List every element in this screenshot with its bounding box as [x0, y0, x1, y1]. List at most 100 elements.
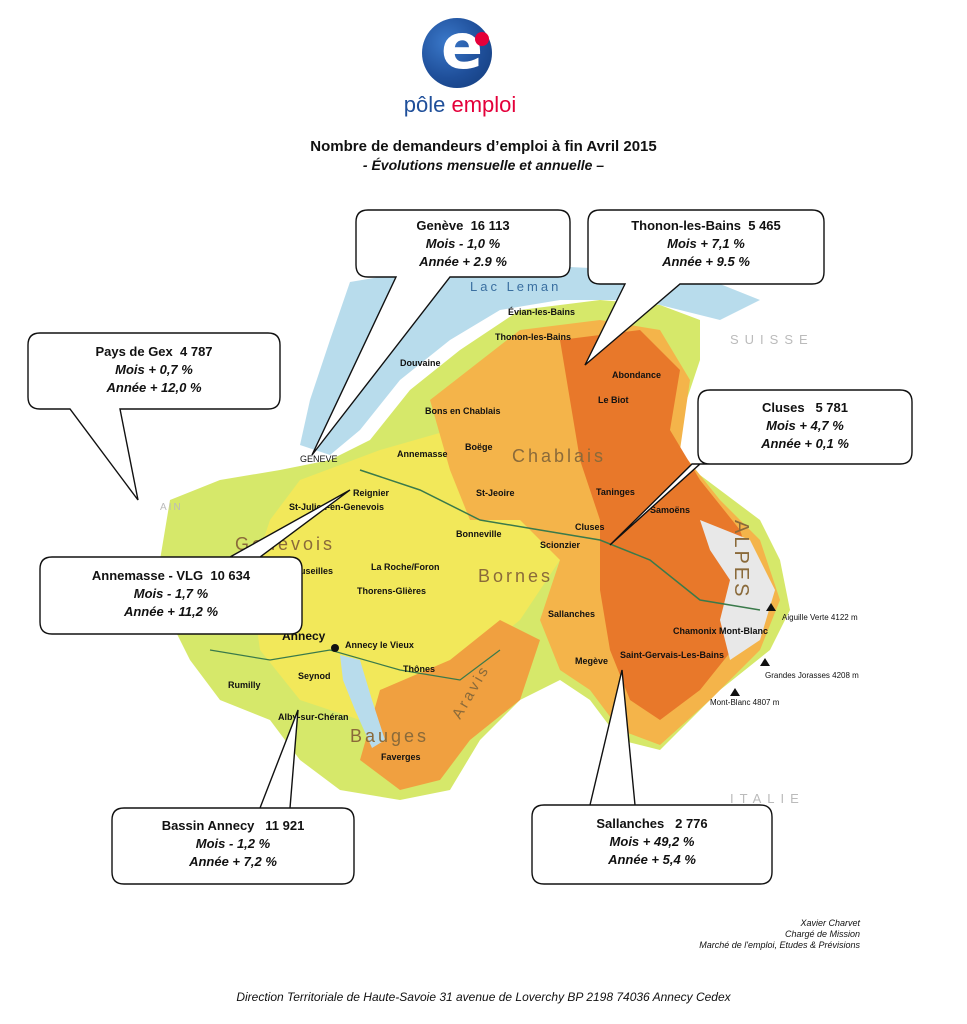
town-stgervais: Saint-Gervais-Les-Bains [620, 650, 724, 660]
callout-annemasse: Annemasse - VLG 10 634 Mois - 1,7 % Anné… [40, 567, 302, 621]
town-megeve: Megève [575, 656, 608, 666]
town-seynod: Seynod [298, 671, 331, 681]
town-taninges: Taninges [596, 487, 635, 497]
callout-gex-shape [27, 332, 281, 501]
label-suisse: SUISSE [730, 332, 814, 347]
callout-annecy-mois: Mois - 1,2 % [195, 836, 271, 851]
callout-gex-count: 4 787 [180, 344, 213, 359]
town-douvaine: Douvaine [400, 358, 441, 368]
callout-annemasse-annee: Année + 11,2 % [123, 604, 219, 619]
callout-geneve-mois: Mois - 1,0 % [425, 236, 501, 251]
town-stjulien: St-Julien-en-Genevois [289, 502, 384, 512]
callout-gex: Pays de Gex 4 787 Mois + 0,7 % Année + 1… [28, 343, 280, 397]
peak-icon [730, 688, 740, 696]
callout-annemasse-count: 10 634 [210, 568, 251, 583]
logo-e-icon: e [440, 10, 484, 83]
signature-dept: Marché de l'emploi, Etudes & Prévisions [699, 940, 860, 950]
town-bonneville: Bonneville [456, 529, 502, 539]
callout-thonon-name: Thonon-les-Bains [631, 218, 741, 233]
callout-sallanches-annee: Année + 5,4 % [608, 852, 696, 867]
logo-dot-icon [475, 32, 489, 46]
callout-geneve-count: 16 113 [470, 218, 510, 233]
lake-annecy [340, 655, 385, 748]
callout-annecy: Bassin Annecy 11 921 Mois - 1,2 % Année … [112, 817, 354, 871]
page-title: Nombre de demandeurs d’emploi à fin Avri… [310, 138, 657, 155]
callout-cluses-mois: Mois + 4,7 % [766, 418, 844, 433]
label-italie: ITALIE [730, 791, 805, 806]
callout-geneve: Genève 16 113 Mois - 1,0 % Année + 2.9 % [356, 217, 570, 271]
region-alpes: ALPES [730, 520, 752, 599]
callout-thonon-annee: Année + 9.5 % [662, 254, 750, 269]
river-fier [209, 649, 501, 681]
town-samoens: Samoëns [650, 505, 690, 515]
peak-icon [760, 658, 770, 666]
callout-thonon: Thonon-les-Bains 5 465 Mois + 7,1 % Anné… [588, 217, 824, 271]
town-biot: Le Biot [598, 395, 629, 405]
town-cruseilles: Cruseilles [290, 566, 333, 576]
callout-annemasse-name: Annemasse - VLG [91, 568, 204, 583]
town-chamonix: Chamonix Mont-Blanc [673, 626, 768, 636]
terrain-high [560, 330, 760, 720]
callout-gex-name: Pays de Gex [95, 344, 173, 359]
town-annecyvieux: Annecy le Vieux [345, 640, 414, 650]
terrain-south [360, 620, 540, 790]
peak-montblanc: Mont-Blanc 4807 m [710, 698, 780, 707]
terrain-snow [700, 520, 775, 660]
callout-sallanches-shape [531, 669, 773, 885]
callout-sallanches: Sallanches 2 776 Mois + 49,2 % Année + 5… [532, 815, 772, 869]
town-faverges: Faverges [381, 752, 421, 762]
town-sallanches: Sallanches [548, 609, 595, 619]
callout-cluses-annee: Année + 0,1 % [761, 436, 849, 451]
callout-annecy-annee: Année + 7,2 % [189, 854, 277, 869]
town-rumilly: Rumilly [228, 680, 261, 690]
signature-name: Xavier Charvet [800, 918, 860, 928]
logo-wordmark: pôle emploi [380, 92, 540, 118]
footer-address: Direction Territoriale de Haute-Savoie 3… [236, 990, 731, 1004]
region-bornes: Bornes [478, 566, 553, 586]
town-thones: Thônes [403, 664, 435, 674]
callout-sallanches-name: Sallanches [596, 816, 665, 831]
region-chablais: Chablais [512, 446, 606, 466]
callout-gex-annee: Année + 12,0 % [106, 380, 202, 395]
label-lac-leman: Lac Leman [470, 279, 561, 294]
annecy-marker-icon [331, 644, 339, 652]
callout-thonon-count: 5 465 [748, 218, 781, 233]
page-subtitle: - Évolutions mensuelle et annuelle – [362, 157, 605, 173]
label-ain: AIN [160, 502, 183, 513]
town-cluses: Cluses [575, 522, 605, 532]
callout-geneve-shape [311, 209, 571, 456]
callout-geneve-annee: Année + 2.9 % [419, 254, 507, 269]
callout-geneve-name: Genève [416, 218, 464, 233]
town-annemasse: Annemasse [397, 449, 448, 459]
callout-sallanches-count: 2 776 [675, 816, 708, 831]
callout-annecy-count: 11 921 [265, 818, 305, 833]
towns: Évian-les-Bains Thonon-les-Bains Douvain… [228, 307, 859, 762]
callout-sallanches-mois: Mois + 49,2 % [609, 834, 695, 849]
town-geneve: GENEVE [300, 454, 338, 464]
peak-icon [766, 603, 776, 611]
callout-annecy-name: Bassin Annecy [161, 818, 255, 833]
callout-cluses-name: Cluses [761, 400, 805, 415]
region-bauges: Bauges [350, 726, 429, 746]
town-thorens: Thorens-Glières [357, 586, 426, 596]
town-scionzier: Scionzier [540, 540, 581, 550]
town-thonon: Thonon-les-Bains [495, 332, 571, 342]
callout-annemasse-mois: Mois - 1,7 % [133, 586, 209, 601]
logo-word-pole: pôle [403, 92, 446, 117]
town-boege: Boëge [465, 442, 493, 452]
logo-circle [422, 18, 492, 88]
callout-cluses-shape [609, 389, 913, 546]
callout-gex-mois: Mois + 0,7 % [115, 362, 193, 377]
logo-word-emploi: emploi [451, 92, 517, 117]
town-alby: Alby-sur-Chéran [278, 712, 349, 722]
callout-cluses: Cluses 5 781 Mois + 4,7 % Année + 0,1 % [698, 399, 912, 453]
town-stjeoire: St-Jeoire [476, 488, 515, 498]
callout-shapes [27, 209, 913, 885]
town-evian: Évian-les-Bains [508, 307, 575, 317]
signature-role: Chargé de Mission [784, 929, 860, 939]
town-abondance: Abondance [612, 370, 661, 380]
callout-annemasse-shape [39, 489, 351, 635]
town-reignier: Reignier [353, 488, 390, 498]
town-larocheforon: La Roche/Foron [371, 562, 440, 572]
